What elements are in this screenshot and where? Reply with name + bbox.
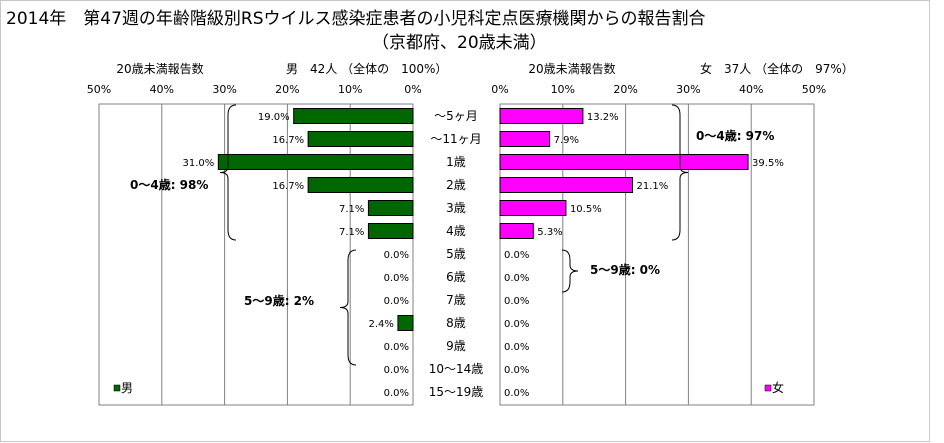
- female-data-label: 10.5%: [570, 204, 602, 215]
- category-label: 2歳: [446, 178, 466, 192]
- right-axis-label: 20歳未満報告数: [528, 61, 615, 76]
- male-data-label: 16.7%: [272, 181, 304, 192]
- female-data-label: 0.0%: [504, 388, 529, 399]
- category-label: ～5ヶ月: [434, 109, 478, 123]
- male-0-4-annotation: 0～4歳: 98%: [130, 177, 208, 192]
- male-bar: [217, 154, 414, 170]
- male-data-label: 0.0%: [384, 365, 409, 376]
- left-header: 男 42人 （全体の 100%）: [286, 61, 447, 76]
- right-plot-area: [499, 103, 815, 406]
- right-tick-label: 20%: [613, 83, 637, 96]
- right-tick-label: 0%: [491, 83, 508, 96]
- female-bar: [499, 108, 584, 124]
- female-legend-label: 女: [772, 380, 784, 395]
- right-tick-label: 30%: [676, 83, 700, 96]
- male-bar: [397, 315, 414, 331]
- male-data-label: 7.1%: [339, 227, 364, 238]
- female-data-label: 0.0%: [504, 319, 529, 330]
- category-label: 15～19歳: [429, 385, 484, 399]
- female-data-label: 5.3%: [537, 227, 562, 238]
- male-data-label: 0.0%: [384, 250, 409, 261]
- male-5-9-brace: [339, 249, 357, 366]
- right-tick-label: 50%: [802, 83, 826, 96]
- female-data-label: 13.2%: [587, 112, 619, 123]
- male-legend-label: 男: [121, 381, 133, 395]
- female-data-label: 0.0%: [504, 342, 529, 353]
- female-bar: [499, 223, 534, 239]
- left-tick-label: 10%: [338, 83, 362, 96]
- female-bar: [499, 131, 551, 147]
- category-label: 3歳: [446, 201, 466, 215]
- right-tick-label: 10%: [551, 83, 575, 96]
- male-data-label: 0.0%: [384, 273, 409, 284]
- category-label: 7歳: [446, 293, 466, 307]
- female-bar: [499, 154, 749, 170]
- chart-subtitle: （京都府、20歳未満）: [372, 33, 547, 53]
- male-legend-swatch: [113, 384, 121, 392]
- male-data-label: 0.0%: [384, 342, 409, 353]
- left-tick-label: 0%: [404, 83, 421, 96]
- category-label: ～11ヶ月: [430, 132, 481, 146]
- female-data-label: 0.0%: [504, 273, 529, 284]
- male-bar: [307, 177, 414, 193]
- male-5-9-annotation: 5～9歳: 2%: [244, 293, 314, 308]
- female-data-label: 0.0%: [504, 250, 529, 261]
- female-5-9-brace: [561, 249, 579, 293]
- male-0-4-brace: [219, 104, 237, 241]
- female-5-9-annotation: 5～9歳: 0%: [590, 262, 660, 277]
- female-data-label: 21.1%: [637, 181, 669, 192]
- category-label: 1歳: [446, 155, 466, 169]
- female-data-label: 39.5%: [752, 158, 784, 169]
- female-legend-swatch: [764, 384, 772, 392]
- female-bar: [499, 200, 567, 216]
- male-bar: [367, 223, 414, 239]
- category-label: 9歳: [446, 339, 466, 353]
- left-tick-label: 40%: [150, 83, 174, 96]
- female-0-4-annotation: 0～4歳: 97%: [696, 128, 774, 143]
- female-0-4-brace: [671, 104, 689, 241]
- male-bar: [367, 200, 414, 216]
- category-label: 8歳: [446, 316, 466, 330]
- male-data-label: 0.0%: [384, 388, 409, 399]
- female-bar: [499, 177, 634, 193]
- male-data-label: 0.0%: [384, 296, 409, 307]
- category-label: 5歳: [446, 247, 466, 261]
- right-header: 女 37人 （全体の 97%）: [700, 61, 854, 76]
- category-label: 10～14歳: [429, 362, 484, 376]
- female-data-label: 0.0%: [504, 365, 529, 376]
- male-data-label: 31.0%: [183, 158, 215, 169]
- left-plot-area: [98, 103, 414, 406]
- left-tick-label: 20%: [275, 83, 299, 96]
- category-label: 4歳: [446, 224, 466, 238]
- male-data-label: 2.4%: [369, 319, 394, 330]
- left-tick-label: 30%: [212, 83, 236, 96]
- left-tick-label: 50%: [87, 83, 111, 96]
- male-bar: [293, 108, 414, 124]
- male-data-label: 16.7%: [272, 135, 304, 146]
- male-data-label: 7.1%: [339, 204, 364, 215]
- female-data-label: 7.9%: [554, 135, 579, 146]
- chart-title: 2014年 第47週の年齢階級別RSウイルス感染症患者の小児科定点医療機関からの…: [6, 9, 706, 29]
- right-tick-label: 40%: [739, 83, 763, 96]
- male-data-label: 19.0%: [258, 112, 290, 123]
- left-axis-label: 20歳未満報告数: [116, 61, 203, 76]
- female-data-label: 0.0%: [504, 296, 529, 307]
- category-label: 6歳: [446, 270, 466, 284]
- male-bar: [307, 131, 414, 147]
